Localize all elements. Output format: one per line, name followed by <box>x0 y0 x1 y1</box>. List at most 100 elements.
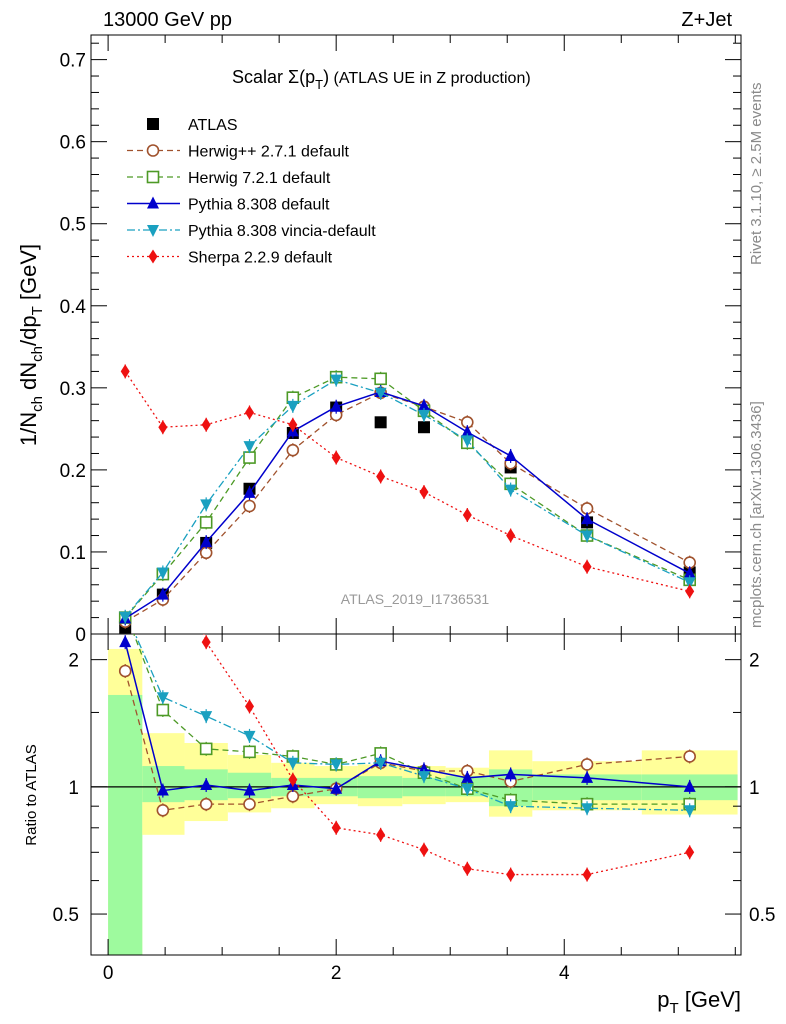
legend-item-herwig7: Herwig 7.2.1 default <box>127 170 331 187</box>
main-ytick-label-4: 0.4 <box>60 297 87 318</box>
legend-marker-herwig7 <box>146 170 160 184</box>
point-vincia-4 <box>286 400 299 413</box>
legend-marker-sherpa <box>148 249 158 264</box>
header-right: Z+Jet <box>681 9 732 31</box>
ylabel-ch1: ch <box>29 396 46 412</box>
main-ytick-label-5: 0.5 <box>60 215 86 236</box>
legend-label-vincia: Pythia 8.308 vincia-default <box>188 223 376 240</box>
point-vincia-11 <box>683 577 696 590</box>
legend: ATLAS Herwig++ 2.7.1 default Herwig 7.2.1 … <box>127 117 376 267</box>
rivet-version-text: Rivet 3.1.10, ≥ 2.5M events <box>748 83 765 266</box>
main-ytick-label-7: 0.7 <box>60 51 86 72</box>
point-vincia-10 <box>581 530 594 543</box>
point-sherpa-5 <box>331 820 341 835</box>
point-pythia-5 <box>330 399 343 412</box>
point-herwigpp-4 <box>286 789 300 803</box>
point-vincia-9 <box>504 801 517 814</box>
point-herwigpp-11 <box>683 750 696 763</box>
point-pythia-1 <box>156 783 169 796</box>
point-pythia-10 <box>581 770 594 783</box>
legend-marker-pythia <box>147 196 159 209</box>
legend-item-vincia: Pythia 8.308 vincia-default <box>127 223 376 240</box>
series-line-sherpa <box>124 371 690 592</box>
ylabel-mid: dN <box>16 362 41 396</box>
point-sherpa-3 <box>245 699 255 714</box>
point-sherpa-1 <box>158 420 168 435</box>
stat-band-bin-0 <box>108 694 143 955</box>
ratio-series-layer <box>118 103 696 882</box>
ylabel-unit: [GeV] <box>16 244 41 306</box>
point-vincia-7 <box>417 409 430 422</box>
point-pythia-8 <box>461 425 474 438</box>
series-vincia <box>134 634 696 818</box>
legend-label-sherpa: Sherpa 2.2.9 default <box>188 250 333 267</box>
series-line-herwig7 <box>133 634 690 805</box>
point-pythia-9 <box>504 448 517 461</box>
ratio-xtick-label-2: 4 <box>559 963 570 984</box>
point-sherpa-1 <box>158 477 167 491</box>
main-ytick-label-0: 0 <box>75 625 86 646</box>
point-vincia-5 <box>330 759 343 772</box>
point-sherpa-6 <box>376 469 386 484</box>
point-herwigpp-4 <box>286 443 300 457</box>
ratio-ytick-label-0: 0.5 <box>53 905 79 926</box>
y-axis-label: 1/Nch dNch/dpT [GeV] <box>16 244 46 446</box>
ratio-ytick-label-2: 2 <box>68 651 79 672</box>
point-pythia-10 <box>581 512 594 525</box>
point-sherpa-8 <box>462 861 472 876</box>
point-vincia-6 <box>374 757 387 770</box>
ratio-xtick-label-1: 2 <box>331 963 342 984</box>
main-series-layer <box>118 364 696 634</box>
point-sherpa-11 <box>685 845 695 860</box>
point-vincia-9 <box>504 484 517 497</box>
point-vincia-10 <box>581 803 594 816</box>
series-line-vincia <box>124 378 690 618</box>
point-sherpa-0 <box>121 103 130 117</box>
point-pythia-2 <box>200 778 213 791</box>
point-sherpa-4 <box>288 772 298 787</box>
point-atlas-7 <box>417 421 430 434</box>
main-ytick-label-1: 0.1 <box>60 543 86 564</box>
point-sherpa-6 <box>376 827 386 842</box>
point-sherpa-3 <box>245 405 255 420</box>
point-vincia-6 <box>374 387 387 400</box>
point-herwigpp-3 <box>243 499 256 513</box>
point-herwigpp-3 <box>243 797 256 811</box>
point-sherpa-7 <box>419 842 429 857</box>
point-herwig7-2 <box>199 516 213 529</box>
point-pythia-0 <box>119 635 132 648</box>
point-atlas-6 <box>374 416 387 429</box>
series-sherpa <box>121 103 695 882</box>
ylabel-dp: /dp <box>16 315 41 346</box>
ylabel-T: T <box>29 306 46 315</box>
point-sherpa-8 <box>462 508 472 523</box>
series-sherpa <box>120 364 695 599</box>
point-herwigpp-10 <box>580 758 594 771</box>
point-herwig7-2 <box>199 742 213 756</box>
point-vincia-8 <box>461 783 474 796</box>
ratio-ytick-label-1: 1 <box>68 778 79 799</box>
point-sherpa-9 <box>506 528 516 543</box>
point-herwigpp-0 <box>118 664 132 678</box>
axis-ticks: 0 0.1 0.2 0.3 0.4 0.5 0.6 0.7 0 2 4 0.5 0.5 1 1 2 2 <box>53 35 775 984</box>
legend-label-pythia: Pythia 8.308 default <box>188 197 330 214</box>
point-herwigpp-2 <box>199 797 213 811</box>
point-pythia-8 <box>461 770 474 783</box>
point-pythia-11 <box>683 566 696 579</box>
point-sherpa-0 <box>120 364 130 379</box>
point-sherpa-4 <box>288 417 298 432</box>
point-herwig7-1 <box>156 703 170 717</box>
series-line-pythia <box>124 391 691 620</box>
legend-marker-vincia <box>147 225 159 237</box>
ratio-panel-frame <box>90 633 742 956</box>
legend-item-pythia: Pythia 8.308 default <box>127 196 330 214</box>
point-sherpa-9 <box>506 867 516 882</box>
legend-label-herwig7: Herwig 7.2.1 default <box>188 170 331 187</box>
point-sherpa-11 <box>685 584 695 599</box>
xlabel-unit: [GeV] <box>679 987 741 1012</box>
point-vincia-3 <box>243 441 256 454</box>
plot-title-main: Scalar Σ(p <box>232 67 315 87</box>
point-vincia-7 <box>417 771 430 784</box>
plot-title: Scalar Σ(pT) (ATLAS UE in Z production) <box>232 67 531 92</box>
legend-marker-herwigpp <box>146 144 160 157</box>
